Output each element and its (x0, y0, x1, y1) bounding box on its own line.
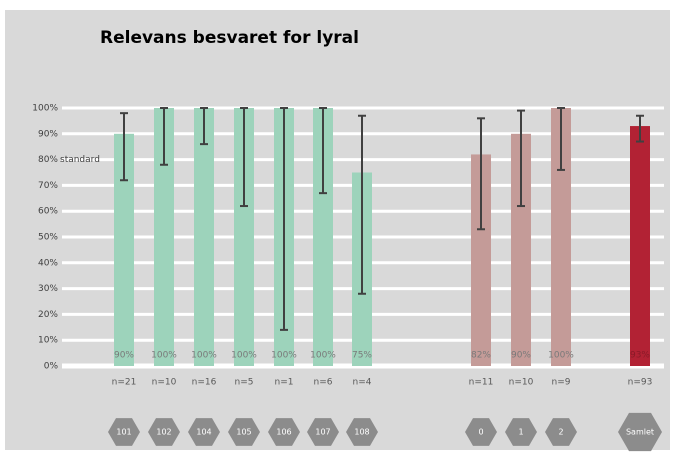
y-tick-label: 30% (38, 284, 58, 294)
chart-title: Relevans besvaret for lyral (100, 28, 359, 48)
value-label: 82% (471, 351, 491, 361)
bar (234, 108, 254, 366)
y-tick-label: 10% (38, 336, 58, 346)
category-label: 105 (236, 428, 251, 437)
n-label: n=16 (192, 378, 217, 388)
category-label: 108 (354, 428, 369, 437)
bar (194, 108, 214, 366)
y-tick-label: 80% (38, 155, 58, 165)
value-label: 100% (310, 351, 336, 361)
category-hex (148, 418, 180, 446)
n-label: n=10 (509, 378, 534, 388)
category-hex (545, 418, 577, 446)
category-label: 0 (478, 428, 483, 437)
value-label: 93% (630, 351, 650, 361)
n-label: n=1 (275, 378, 294, 388)
category-label: 102 (156, 428, 171, 437)
y-tick-label: 70% (38, 181, 58, 191)
bar (313, 108, 333, 366)
category-hex (618, 412, 662, 452)
category-label: 1 (518, 428, 523, 437)
category-hex (307, 418, 339, 446)
y-tick-label: 40% (38, 258, 58, 268)
category-hex (108, 418, 140, 446)
category-hex (346, 418, 378, 446)
category-label: 104 (196, 428, 211, 437)
value-label: 75% (352, 351, 372, 361)
y-tick-label: 90% (38, 129, 58, 139)
n-label: n=10 (152, 378, 177, 388)
value-label: 90% (114, 351, 134, 361)
category-label: 106 (276, 428, 291, 437)
n-label: n=5 (235, 378, 254, 388)
category-label: 107 (315, 428, 330, 437)
value-label: 100% (548, 351, 574, 361)
category-hex (268, 418, 300, 446)
y-tick-label: 100% (32, 104, 58, 114)
value-label: 100% (191, 351, 217, 361)
category-label: 2 (558, 428, 563, 437)
bar (511, 133, 531, 366)
category-hex (465, 418, 497, 446)
value-label: 100% (271, 351, 297, 361)
value-label: 90% (511, 351, 531, 361)
category-label: Samlet (626, 428, 654, 437)
bar (551, 108, 571, 366)
n-label: n=93 (628, 378, 653, 388)
n-label: n=4 (353, 378, 372, 388)
bar (154, 108, 174, 366)
category-label: 101 (116, 428, 131, 437)
value-label: 100% (151, 351, 177, 361)
n-label: n=21 (112, 378, 137, 388)
bar (630, 126, 650, 366)
value-label: 100% (231, 351, 257, 361)
y-tick-label: 0% (44, 362, 59, 372)
category-hex (505, 418, 537, 446)
n-label: n=6 (314, 378, 333, 388)
y-tick-label: 20% (38, 310, 58, 320)
n-label: n=11 (469, 378, 494, 388)
bar (471, 154, 491, 366)
annotation: standard (60, 155, 100, 165)
category-hex (188, 418, 220, 446)
n-label: n=9 (552, 378, 571, 388)
y-tick-label: 50% (38, 233, 58, 243)
bar (114, 133, 134, 366)
category-hex (228, 418, 260, 446)
y-tick-label: 60% (38, 207, 58, 217)
